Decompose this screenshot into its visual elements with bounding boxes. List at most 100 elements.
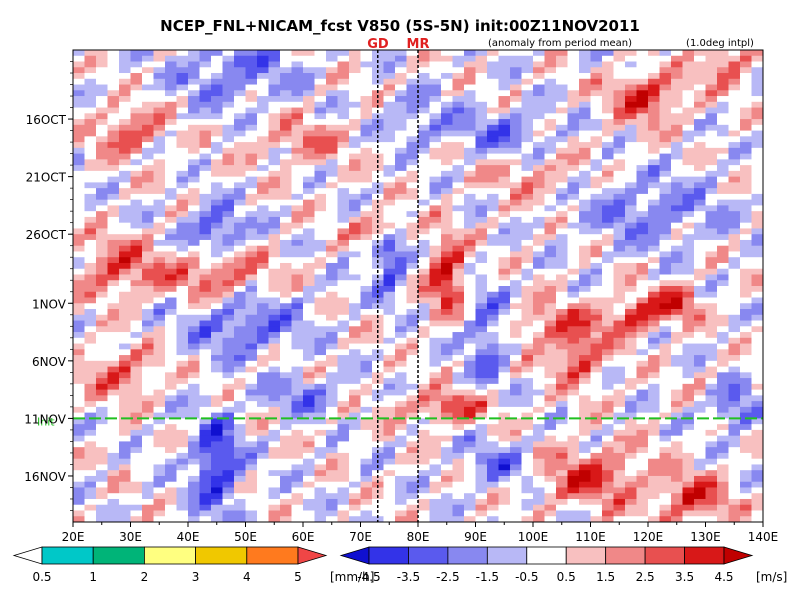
anomaly-cell — [590, 418, 603, 425]
anomaly-cell — [268, 458, 281, 465]
anomaly-cell — [406, 464, 419, 471]
anomaly-cell — [199, 78, 212, 85]
anomaly-cell — [441, 67, 453, 74]
anomaly-cell — [153, 429, 166, 437]
anomaly-cell — [119, 510, 131, 517]
anomaly-cell — [602, 96, 614, 103]
anomaly-cell — [659, 401, 672, 408]
anomaly-cell — [245, 326, 258, 333]
anomaly-cell — [360, 401, 373, 408]
anomaly-cell — [694, 84, 706, 91]
anomaly-cell — [257, 78, 269, 85]
anomaly-cell — [705, 159, 718, 166]
anomaly-cell — [648, 147, 660, 155]
anomaly-cell — [130, 395, 143, 402]
anomaly-cell — [625, 245, 637, 252]
anomaly-cell — [498, 349, 511, 356]
anomaly-cell — [383, 124, 396, 131]
anomaly-cell — [337, 193, 350, 201]
anomaly-cell — [176, 435, 189, 442]
anomaly-cell — [682, 424, 695, 431]
anomaly-cell — [567, 147, 580, 155]
anomaly-cell — [326, 343, 338, 350]
anomaly-cell — [464, 222, 476, 229]
anomaly-cell — [349, 55, 361, 62]
anomaly-cell — [96, 349, 108, 356]
anomaly-cell — [84, 55, 97, 62]
anomaly-cell — [176, 188, 189, 195]
anomaly-cell — [130, 389, 143, 396]
anomaly-cell — [579, 165, 591, 172]
anomaly-cell — [429, 498, 442, 506]
anomaly-cell — [360, 332, 373, 339]
anomaly-cell — [728, 487, 741, 494]
anomaly-cell — [176, 320, 189, 327]
anomaly-cell — [740, 90, 752, 97]
anomaly-cell — [383, 412, 396, 419]
anomaly-cell — [383, 366, 396, 373]
anomaly-cell — [567, 447, 580, 454]
anomaly-cell — [602, 458, 614, 465]
anomaly-cell — [222, 343, 235, 350]
anomaly-cell — [429, 452, 442, 460]
anomaly-cell — [395, 193, 407, 201]
anomaly-cell — [717, 119, 729, 126]
anomaly-cell — [475, 222, 488, 229]
anomaly-cell — [418, 510, 430, 517]
anomaly-cell — [429, 343, 442, 350]
anomaly-cell — [464, 355, 476, 362]
anomaly-cell — [602, 355, 614, 362]
anomaly-cell — [510, 452, 522, 460]
anomaly-cell — [464, 291, 476, 298]
anomaly-cell — [360, 211, 373, 218]
anomaly-cell — [441, 182, 453, 189]
anomaly-cell — [406, 487, 419, 494]
anomaly-cell — [521, 401, 534, 408]
anomaly-cell — [556, 360, 568, 367]
anomaly-cell — [245, 303, 258, 310]
anomaly-cell — [314, 464, 327, 471]
anomaly-cell — [165, 78, 177, 85]
anomaly-cell — [602, 113, 614, 120]
anomaly-cell — [314, 153, 327, 160]
anomaly-cell — [659, 481, 672, 488]
anomaly-cell — [475, 78, 488, 85]
anomaly-cell — [349, 136, 361, 143]
anomaly-cell — [602, 389, 614, 396]
anomaly-cell — [579, 50, 591, 57]
anomaly-cell — [625, 262, 637, 270]
anomaly-cell — [694, 475, 706, 483]
anomaly-cell — [464, 504, 476, 511]
anomaly-cell — [728, 366, 741, 373]
anomaly-cell — [475, 401, 488, 408]
anomaly-cell — [383, 464, 396, 471]
anomaly-cell — [383, 78, 396, 85]
anomaly-cell — [119, 464, 131, 471]
anomaly-cell — [648, 73, 660, 80]
anomaly-cell — [498, 234, 511, 241]
anomaly-cell — [728, 188, 741, 195]
anomaly-cell — [199, 188, 212, 195]
anomaly-cell — [717, 211, 729, 218]
anomaly-cell — [349, 504, 361, 511]
anomaly-cell — [544, 84, 557, 91]
anomaly-cell — [188, 211, 200, 218]
anomaly-cell — [717, 326, 729, 333]
anomaly-cell — [510, 73, 522, 80]
anomaly-cell — [199, 309, 212, 316]
anomaly-cell — [728, 435, 741, 442]
anomaly-cell — [671, 251, 683, 258]
anomaly-cell — [487, 447, 499, 454]
anomaly-cell — [510, 211, 522, 218]
anomaly-cell — [613, 170, 626, 178]
anomaly-cell — [556, 274, 568, 281]
anomaly-cell — [188, 498, 200, 506]
anomaly-cell — [418, 504, 430, 511]
anomaly-cell — [579, 355, 591, 362]
anomaly-cell — [475, 383, 488, 391]
anomaly-cell — [268, 182, 281, 189]
anomaly-cell — [222, 458, 235, 465]
anomaly-cell — [153, 205, 166, 212]
anomaly-cell — [740, 67, 752, 74]
anomaly-cell — [682, 159, 695, 166]
